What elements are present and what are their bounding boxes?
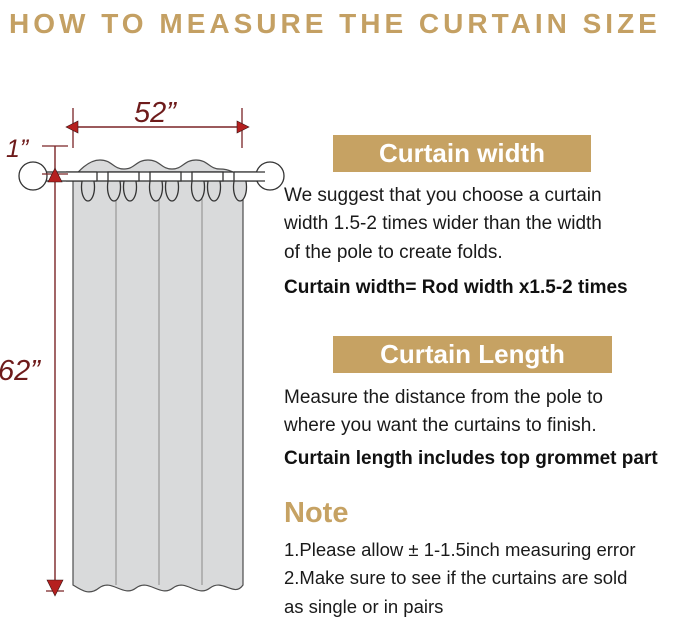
svg-text:1”: 1” (6, 135, 30, 163)
svg-text:62”: 62” (0, 355, 41, 387)
svg-text:52”: 52” (134, 97, 177, 129)
